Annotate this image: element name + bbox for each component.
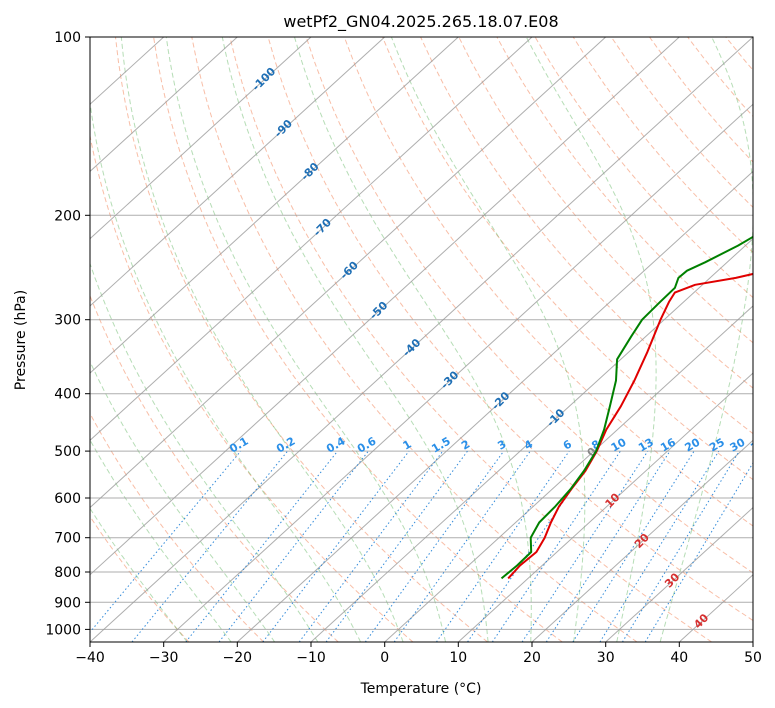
dry-adiabat-line (153, 37, 563, 642)
x-tick-label: 50 (744, 650, 762, 666)
x-tick-label: 10 (449, 650, 467, 666)
moist-adiabat-line (90, 262, 319, 642)
isotherm-line (90, 37, 680, 576)
dry-adiabat-line (90, 412, 264, 642)
dry-adiabat-line (458, 37, 753, 389)
isotherm-line (236, 170, 753, 642)
y-axis-label: Pressure (hPa) (13, 290, 29, 390)
moist-adiabat-line (221, 37, 489, 642)
moist-adiabat-line (90, 439, 232, 642)
x-tick-label: 20 (523, 650, 541, 666)
dewpoint-line (500, 235, 753, 580)
mixing-ratio-label: 36 (748, 435, 768, 454)
isotherm-line (90, 37, 607, 509)
y-tick-label: 700 (54, 531, 81, 547)
y-tick-label: 500 (54, 444, 81, 460)
isotherm-line (605, 506, 753, 642)
isotherm-line (163, 103, 753, 642)
x-axis-label: Temperature (°C) (360, 681, 482, 697)
y-tick-label: 200 (54, 208, 81, 224)
mixing-ratio-line (621, 450, 740, 642)
y-tick-label: 800 (54, 565, 81, 581)
isotherm-line (384, 305, 753, 642)
isotherm-line (90, 37, 533, 442)
mixing-ratio-line (599, 450, 720, 642)
y-tick-label: 1000 (45, 622, 81, 638)
isotherm-line (752, 641, 753, 642)
isotherm-line (90, 37, 753, 642)
background-lines (90, 37, 775, 642)
y-tick-label: 900 (54, 595, 81, 611)
isotherm-line (457, 372, 753, 642)
moist-adiabat-line (90, 360, 276, 642)
moist-adiabat-line (165, 37, 447, 642)
mixing-ratio-line (393, 450, 531, 642)
mixing-ratio-line (185, 450, 338, 642)
mixing-ratio-line (572, 450, 695, 642)
moist-adiabat-line (659, 37, 753, 642)
x-axis: −40 −30 −20 −10 0 10 20 30 40 50 (75, 642, 762, 666)
y-tick-label: 600 (54, 491, 81, 507)
mixing-ratio-line (218, 450, 369, 642)
dry-adiabat-line (267, 37, 753, 622)
y-tick-label: 100 (54, 30, 81, 46)
isotherm-line (90, 37, 386, 307)
x-tick-label: −30 (149, 650, 179, 666)
isotherm-line (310, 237, 753, 642)
mixing-ratio-line (90, 450, 242, 633)
mixing-ratio-line (262, 450, 410, 642)
x-tick-label: 30 (597, 650, 615, 666)
y-tick-label: 400 (54, 387, 81, 403)
mixing-ratio-line (364, 450, 505, 642)
mixing-ratio-line (644, 461, 753, 642)
plot-frame (89, 36, 754, 643)
x-tick-label: −40 (75, 650, 105, 666)
temperature-line (507, 272, 753, 580)
mixing-ratio-line (435, 450, 570, 642)
dry-adiabat-line (420, 37, 753, 435)
moist-adiabat-line (294, 37, 532, 642)
moist-adiabat-line (120, 37, 404, 642)
isotherm-line (90, 37, 459, 374)
dry-adiabat-line (764, 37, 775, 642)
profile-lines (500, 235, 753, 580)
x-tick-label: 40 (670, 650, 688, 666)
dry-adiabat-line (496, 37, 753, 344)
moist-adiabat-line (390, 37, 586, 642)
isotherm-line (90, 37, 312, 240)
y-axis: 1000 900 800 700 600 500 400 300 200 100 (45, 30, 90, 638)
dry-adiabat-line (382, 37, 753, 481)
x-tick-label: −20 (223, 650, 253, 666)
dry-adiabat-line (115, 37, 488, 642)
chart-title: wetPf2_GN04.2025.265.18.07.E08 (283, 12, 558, 32)
mixing-ratio-line (131, 450, 288, 642)
isotherm-line (531, 439, 753, 642)
isotherm-line (90, 37, 238, 173)
x-tick-label: −10 (296, 650, 326, 666)
dry-adiabat-line (305, 37, 753, 574)
x-tick-label: 0 (380, 650, 389, 666)
dry-adiabat-line (343, 37, 753, 527)
dry-adiabat-line (534, 37, 753, 299)
y-tick-label: 300 (54, 313, 81, 329)
